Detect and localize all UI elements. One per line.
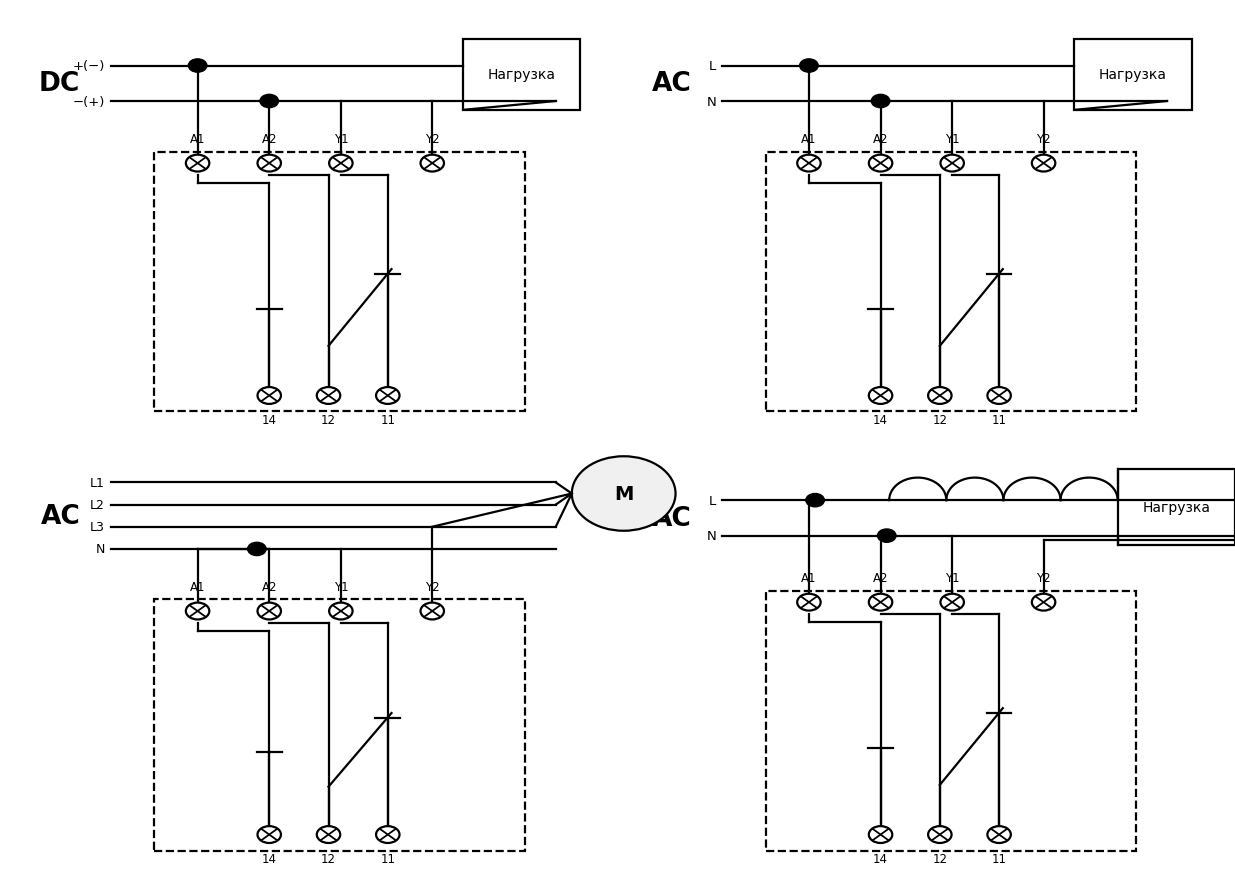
Bar [1118, 470, 1235, 545]
Text: 12: 12 [932, 852, 947, 866]
Circle shape [987, 388, 1010, 404]
Circle shape [799, 59, 818, 74]
Circle shape [316, 388, 340, 404]
Text: AC: AC [652, 71, 692, 97]
Circle shape [869, 594, 892, 611]
Circle shape [375, 826, 400, 843]
Text: AC: AC [652, 505, 692, 532]
Text: A2: A2 [262, 580, 277, 594]
Text: DC: DC [40, 71, 80, 97]
Text: 11: 11 [992, 852, 1007, 866]
Circle shape [929, 826, 951, 843]
Text: Y2: Y2 [1036, 133, 1051, 146]
Text: Y1: Y1 [945, 571, 960, 585]
Circle shape [257, 826, 282, 843]
Circle shape [329, 155, 353, 172]
Text: 11: 11 [992, 414, 1007, 427]
Circle shape [247, 542, 266, 556]
Text: Y2: Y2 [1036, 571, 1051, 585]
Circle shape [420, 602, 445, 620]
Text: L2: L2 [90, 499, 105, 511]
Circle shape [1031, 594, 1055, 611]
Circle shape [257, 155, 282, 172]
Text: A2: A2 [873, 133, 888, 146]
Text: N: N [706, 96, 716, 108]
Bar [154, 600, 525, 851]
Text: A2: A2 [262, 133, 277, 146]
Text: −(+): −(+) [73, 96, 105, 108]
Text: 11: 11 [380, 414, 395, 427]
Text: Нагрузка: Нагрузка [1142, 501, 1210, 514]
Text: A1: A1 [802, 571, 816, 585]
Text: A1: A1 [802, 133, 816, 146]
Bar [154, 152, 525, 412]
Text: 12: 12 [321, 852, 336, 866]
Text: Нагрузка: Нагрузка [1099, 68, 1167, 82]
Circle shape [1031, 155, 1055, 172]
Bar [766, 591, 1136, 851]
Circle shape [188, 59, 206, 74]
Circle shape [940, 594, 963, 611]
Text: 14: 14 [873, 414, 888, 427]
Text: A1: A1 [190, 133, 205, 146]
Circle shape [797, 155, 820, 172]
Text: L: L [709, 60, 716, 73]
Circle shape [257, 388, 282, 404]
Circle shape [420, 155, 445, 172]
Circle shape [940, 155, 963, 172]
Circle shape [316, 826, 340, 843]
Text: Y1: Y1 [945, 133, 960, 146]
Text: Y2: Y2 [425, 133, 440, 146]
Text: Y2: Y2 [425, 580, 440, 594]
Text: N: N [95, 543, 105, 556]
Text: Y1: Y1 [333, 133, 348, 146]
Circle shape [929, 388, 951, 404]
Text: L3: L3 [90, 521, 105, 533]
Text: N: N [706, 530, 716, 542]
Bar [1074, 40, 1192, 111]
Circle shape [572, 457, 676, 532]
Circle shape [877, 530, 897, 542]
Circle shape [869, 155, 892, 172]
Text: L: L [709, 494, 716, 507]
Circle shape [257, 602, 282, 620]
Circle shape [869, 388, 892, 404]
Bar [463, 40, 580, 111]
Circle shape [261, 95, 279, 109]
Circle shape [185, 155, 209, 172]
Text: 14: 14 [262, 852, 277, 866]
Circle shape [987, 826, 1010, 843]
Bar [766, 152, 1136, 412]
Circle shape [797, 594, 820, 611]
Text: +(−): +(−) [73, 60, 105, 73]
Circle shape [805, 494, 825, 507]
Text: A1: A1 [190, 580, 205, 594]
Circle shape [329, 602, 353, 620]
Circle shape [375, 388, 400, 404]
Text: 14: 14 [262, 414, 277, 427]
Text: L1: L1 [90, 477, 105, 489]
Text: Нагрузка: Нагрузка [488, 68, 556, 82]
Text: 12: 12 [932, 414, 947, 427]
Circle shape [185, 602, 209, 620]
Circle shape [871, 95, 889, 109]
Text: A2: A2 [873, 571, 888, 585]
Text: 14: 14 [873, 852, 888, 866]
Text: M: M [614, 485, 634, 503]
Text: Y1: Y1 [333, 580, 348, 594]
Text: 12: 12 [321, 414, 336, 427]
Text: 11: 11 [380, 852, 395, 866]
Circle shape [869, 826, 892, 843]
Text: AC: AC [41, 503, 80, 529]
